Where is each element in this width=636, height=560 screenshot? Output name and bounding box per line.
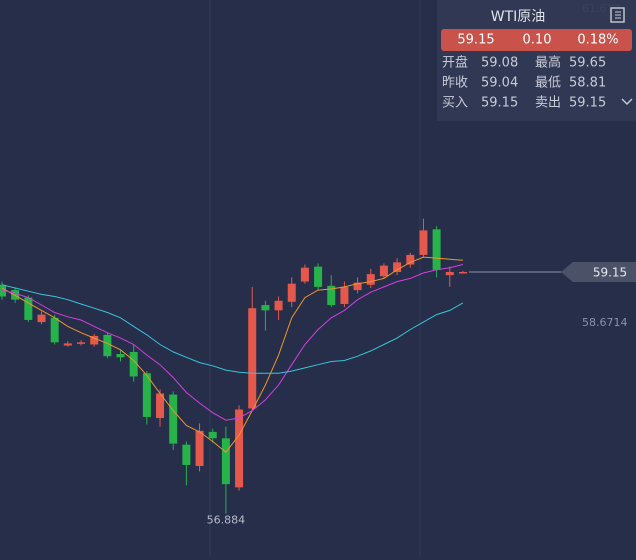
candle-body <box>419 230 428 255</box>
price-bar <box>441 29 632 51</box>
candle-body <box>314 266 323 287</box>
quote-label: 最高 <box>535 55 561 71</box>
candle-body <box>63 343 72 346</box>
quote-value: 59.65 <box>569 56 606 71</box>
candle-body <box>340 286 349 304</box>
candle-body <box>235 409 244 488</box>
candle-body <box>103 334 112 357</box>
quote-panel: WTI原油 59.15 0.10 0.18% 开盘 59.08 最高 59.65 昨收 5… <box>437 0 636 121</box>
quote-value: 59.15 <box>569 96 606 111</box>
candle-body <box>129 351 138 377</box>
moving-average <box>1 284 464 374</box>
candle-body <box>366 274 375 285</box>
candle-body <box>432 229 441 270</box>
quote-label: 最低 <box>535 76 561 91</box>
candle-body <box>77 342 86 344</box>
candle-body <box>261 305 270 311</box>
candle-body <box>142 373 151 417</box>
last-price-label: 59.15 <box>593 265 627 279</box>
low-label: 56.884 <box>207 514 246 527</box>
quote-value: 58.81 <box>569 76 606 91</box>
candle-body <box>116 354 125 358</box>
candle-body <box>458 271 467 274</box>
candle-body <box>221 438 230 485</box>
collapse-icon[interactable] <box>610 7 625 23</box>
candle-body <box>445 271 454 276</box>
quote-label: 买入 <box>442 96 468 111</box>
candle-body <box>169 394 178 444</box>
candle-body <box>406 254 415 265</box>
moving-average <box>1 264 464 421</box>
y-tick-label: 58.6714 <box>582 316 628 329</box>
quote-label: 开盘 <box>442 55 468 71</box>
panel-bg <box>437 0 636 121</box>
candle-body <box>208 431 217 439</box>
quote-price: 59.15 <box>457 33 494 48</box>
expand-chevron[interactable] <box>621 98 633 105</box>
candle-body <box>353 282 362 291</box>
quote-label: 卖出 <box>535 96 561 111</box>
candle-body <box>182 444 191 465</box>
quote-change-pct: 0.18% <box>577 33 618 48</box>
candle-body <box>50 317 59 343</box>
candle-body <box>24 297 33 320</box>
candle-body <box>274 300 283 311</box>
quote-name: WTI原油 <box>491 9 546 25</box>
candle-body <box>156 393 165 419</box>
moving-average <box>1 256 463 453</box>
last-price-tag <box>561 261 636 282</box>
candle-body <box>90 335 99 345</box>
candle-body <box>327 285 336 306</box>
quote-label: 昨收 <box>442 76 468 91</box>
candle-body <box>287 283 296 302</box>
quote-change: 0.10 <box>523 33 552 48</box>
candle-body <box>300 267 309 282</box>
quote-value: 59.08 <box>481 56 518 71</box>
quote-value: 59.15 <box>481 96 518 111</box>
quote-value: 59.04 <box>481 76 518 91</box>
candle-body <box>195 430 204 467</box>
candle-body <box>393 262 402 272</box>
candle-body <box>37 314 46 323</box>
candle-body <box>379 265 388 277</box>
candle-body <box>248 308 257 409</box>
